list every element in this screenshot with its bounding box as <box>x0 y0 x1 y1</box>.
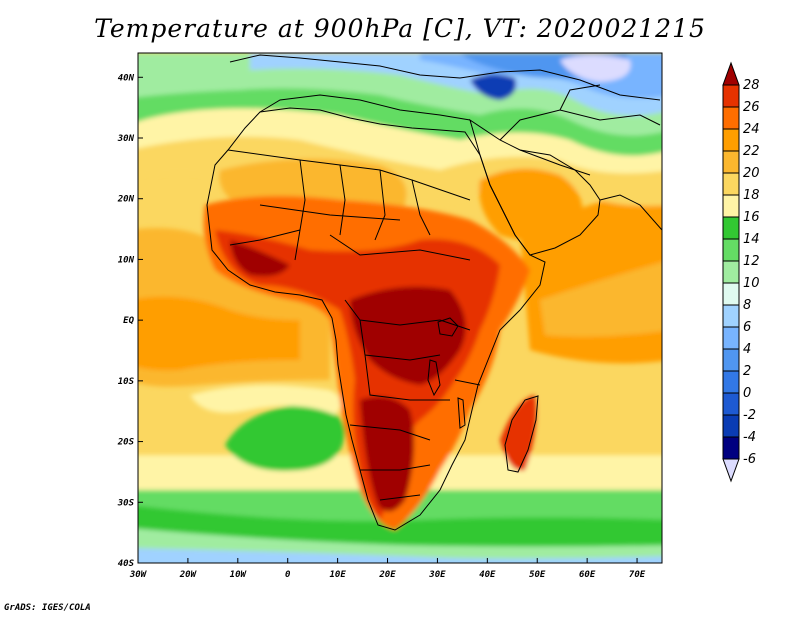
colorbar-level-label: 22 <box>743 144 760 159</box>
colorbar-swatch <box>722 260 740 284</box>
colorbar-swatch <box>722 172 740 196</box>
lon-tick-label: 10E <box>329 570 346 580</box>
colorbar-swatch <box>722 436 740 460</box>
colorbar-swatch <box>722 216 740 240</box>
country-borders <box>227 149 481 501</box>
colorbar-swatch <box>722 150 740 174</box>
colorbar-swatch <box>722 414 740 438</box>
lon-tick-label: 30E <box>428 570 446 580</box>
lon-tick-label: 30W <box>129 570 148 580</box>
lon-tick-label: 60E <box>579 570 596 580</box>
colorbar-swatch <box>722 84 740 108</box>
colorbar-level-label: -4 <box>743 430 756 445</box>
asia-borders <box>499 84 661 176</box>
colorbar-level-label: 0 <box>743 386 751 401</box>
lake-malawi <box>457 397 466 429</box>
colorbar-level-label: 26 <box>743 100 760 115</box>
lat-tick-label: 20S <box>117 438 135 448</box>
lon-tick-label: 20W <box>179 570 198 580</box>
colorbar-level-label: 20 <box>743 166 760 181</box>
plot-frame <box>137 52 663 564</box>
colorbar-level-label: 18 <box>743 188 760 203</box>
lon-tick-label: 40E <box>479 570 496 580</box>
south-asia-coast <box>599 194 662 231</box>
colorbar-swatch <box>722 238 740 262</box>
lake-tanganyika <box>427 359 441 397</box>
colorbar-level-label: 2 <box>743 364 751 379</box>
lat-tick-label: 10N <box>118 255 135 265</box>
map-title: Temperature at 900hPa [C], VT: 202002121… <box>94 14 706 43</box>
lon-tick-label: 70E <box>629 570 646 580</box>
lon-tick-label: 20E <box>378 570 396 580</box>
colorbar-swatch <box>722 282 740 306</box>
colorbar-level-label: 4 <box>743 342 751 357</box>
colorbar-level-label: 10 <box>743 276 760 291</box>
mediterranean-coast <box>259 94 471 121</box>
colorbar-level-label: 6 <box>743 320 751 335</box>
colorbar-swatch <box>722 304 740 328</box>
europe-coastline <box>229 54 661 101</box>
colorbar-swatch <box>722 194 740 218</box>
colorbar-level-label: 14 <box>743 232 760 247</box>
colorbar-swatch <box>722 392 740 416</box>
lat-tick-label: 30N <box>117 134 135 144</box>
temperature-field <box>138 53 662 563</box>
colorbar-bottom-arrow <box>722 458 740 483</box>
lat-tick-label: 30S <box>117 498 135 508</box>
colorbar-level-label: -2 <box>743 408 756 423</box>
madagascar-coastline <box>504 395 539 473</box>
lat-tick-label: 40N <box>118 73 135 83</box>
lat-tick-label: 20N <box>117 195 135 205</box>
colorbar-swatch <box>722 370 740 394</box>
lon-tick-label: 0 <box>285 570 291 580</box>
lon-tick-label: 10W <box>230 570 248 580</box>
colorbar-level-label: 24 <box>743 122 760 137</box>
colorbar-swatch <box>722 128 740 152</box>
credit-label: GrADS: IGES/COLA <box>4 603 91 613</box>
colorbar-swatch <box>722 348 740 372</box>
lon-axis: 30W 20W 10W 0 10E 20E 30E 40E 50E 60E 70E <box>129 558 646 580</box>
colorbar-level-label: -6 <box>743 452 756 467</box>
lake-victoria <box>437 317 459 337</box>
lat-tick-label: 40S <box>118 559 135 569</box>
colorbar-top-arrow <box>722 61 740 86</box>
lat-axis: 40N 30N 20N 10N EQ 10S 20S 30S 40S <box>117 73 143 569</box>
colorbar-level-label: 12 <box>743 254 760 269</box>
colorbar-level-label: 28 <box>743 78 760 93</box>
lat-tick-label: EQ <box>123 316 134 326</box>
lon-tick-label: 50E <box>529 570 546 580</box>
colorbar-level-label: 8 <box>743 298 751 313</box>
colorbar-level-label: 16 <box>743 210 760 225</box>
coastlines <box>206 54 662 531</box>
colorbar-swatch <box>722 326 740 350</box>
lat-tick-label: 10S <box>118 377 135 387</box>
colorbar-swatch <box>722 106 740 130</box>
arabia-coastline <box>469 118 601 256</box>
